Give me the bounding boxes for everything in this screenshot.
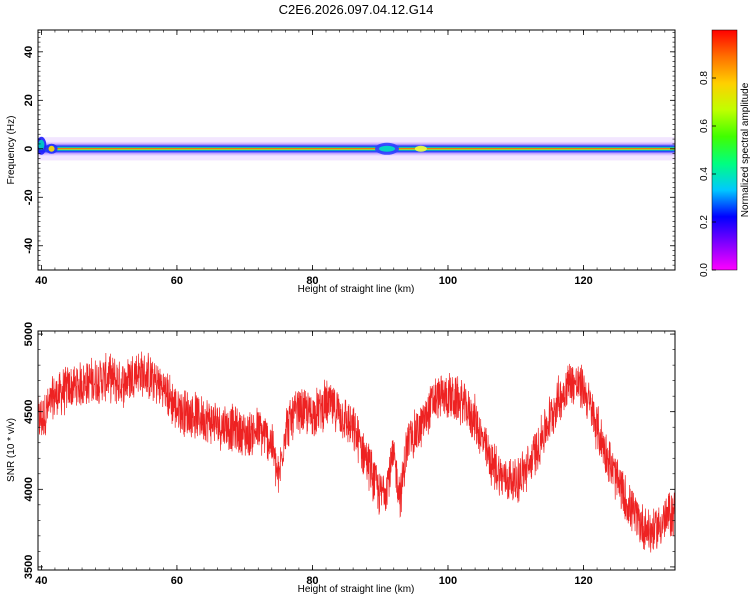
snr-xtick-label: 100 [439, 575, 457, 587]
spectrogram-frame [37, 29, 676, 271]
snr-ytick-label: 5000 [23, 322, 35, 346]
snr-xtick-label: 120 [574, 575, 592, 587]
ridge-feature [38, 139, 45, 150]
colorbar-frame [711, 29, 738, 271]
spectrogram-ytick-label: 40 [23, 46, 35, 58]
snr-xtick-label: 60 [171, 575, 183, 587]
colorbar-ticks: 0.0 0.2 0.4 0.6 0.8 [699, 71, 716, 277]
snr-ylabel: SNR (10 * v/v) [6, 418, 17, 482]
frequency-ridge [38, 141, 675, 157]
snr-xlabel: Height of straight line (km) [298, 584, 415, 595]
snr-frame [37, 330, 676, 571]
spectrogram-xtick-label: 40 [35, 275, 47, 287]
spectrogram-ytick-label: -40 [23, 238, 35, 254]
colorbar-tick-label: 0.0 [699, 263, 710, 277]
snr-xtick-label: 40 [35, 575, 47, 587]
colorbar: 0.0 0.2 0.4 0.6 0.8 Normalized spectral ampl… [699, 29, 750, 277]
colorbar-label: Normalized spectral amplitude [740, 82, 750, 217]
ridge-feature [48, 145, 55, 152]
snr-ytick-label: 4000 [23, 477, 35, 501]
colorbar-tick-label: 0.8 [699, 71, 710, 85]
snr-panel: 40 60 80 100 120 3500 4000 4500 5000 Height of s… [6, 322, 676, 595]
spectrogram-panel: 40 60 80 100 120 -40 -20 0 20 40 Height of straig… [6, 29, 676, 295]
colorbar-gradient [712, 30, 737, 270]
spectrogram-xlabel: Height of straight line (km) [298, 284, 415, 295]
spectrogram-ylabel: Frequency (Hz) [6, 116, 17, 185]
colorbar-tick-label: 0.6 [699, 119, 710, 133]
snr-ytick-label: 4500 [23, 399, 35, 423]
snr-axes: 40 60 80 100 120 3500 4000 4500 5000 [23, 322, 675, 587]
spectrogram-ytick-label: 0 [23, 146, 35, 152]
snr-plot-area [38, 351, 675, 553]
spectrogram-axes: 40 60 80 100 120 -40 -20 0 20 40 [23, 30, 675, 287]
snr-xtick-label: 80 [306, 575, 318, 587]
colorbar-tick-label: 0.2 [699, 215, 710, 229]
snr-ytick-label: 3500 [23, 555, 35, 579]
ridge-feature [414, 145, 427, 152]
spectrogram-ytick-label: -20 [23, 189, 35, 205]
spectrogram-xtick-label: 80 [306, 275, 318, 287]
spectrogram-xtick-label: 60 [171, 275, 183, 287]
spectrogram-heatmap [38, 136, 675, 161]
spectrogram-xtick-label: 100 [439, 275, 457, 287]
colorbar-tick-label: 0.4 [699, 167, 710, 181]
spectrogram-xtick-label: 120 [574, 275, 592, 287]
figure-title: C2E6.2026.097.04.12.G14 [279, 2, 434, 17]
ridge-feature [378, 145, 395, 152]
snr-series-line [38, 351, 675, 553]
spectrogram-ytick-label: 20 [23, 94, 35, 106]
